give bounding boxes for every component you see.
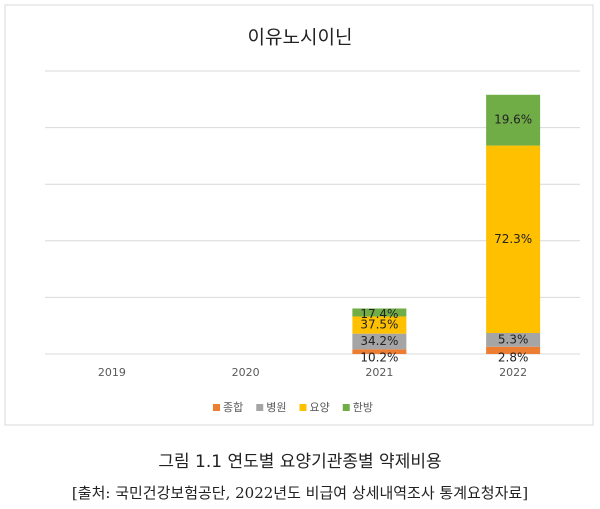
legend-label: 요양 <box>310 401 330 414</box>
data-label: 37.5% <box>360 318 398 332</box>
caption: 그림 1.1 연도별 요양기관종별 약제비용 <box>158 452 441 472</box>
bar-segment <box>352 333 407 350</box>
legend-swatch <box>213 404 220 411</box>
bar-segment <box>352 308 407 317</box>
data-label: 10.2% <box>360 351 398 365</box>
data-label: 19.6% <box>494 113 532 127</box>
legend-label: 종합 <box>223 401 243 414</box>
data-label: 72.3% <box>494 232 532 246</box>
x-tick-label: 2022 <box>499 366 527 379</box>
legend-label: 한방 <box>353 401 373 414</box>
x-tick-label: 2021 <box>365 366 393 379</box>
source: [출처: 국민건강보험공단, 2022년도 비급여 상세내역조사 통계요청자료] <box>72 484 528 502</box>
data-label: 5.3% <box>498 332 529 346</box>
bar-segment <box>352 349 407 354</box>
data-label: 2.8% <box>498 351 529 365</box>
data-label: 17.4% <box>360 307 398 321</box>
x-tick-label: 2020 <box>232 366 260 379</box>
chart-title: 이유노시이닌 <box>248 27 353 49</box>
legend-swatch <box>299 404 307 411</box>
bar-segment <box>486 94 541 146</box>
legend-swatch <box>256 404 264 411</box>
data-label: 34.2% <box>360 334 398 348</box>
bar-segment <box>486 333 541 347</box>
legend-swatch <box>342 404 350 411</box>
bar-segment <box>486 346 541 354</box>
legend-label: 병원 <box>266 401 286 414</box>
bar-segment <box>486 145 541 334</box>
bar-segment <box>352 316 407 334</box>
x-tick-label: 2019 <box>98 366 126 379</box>
